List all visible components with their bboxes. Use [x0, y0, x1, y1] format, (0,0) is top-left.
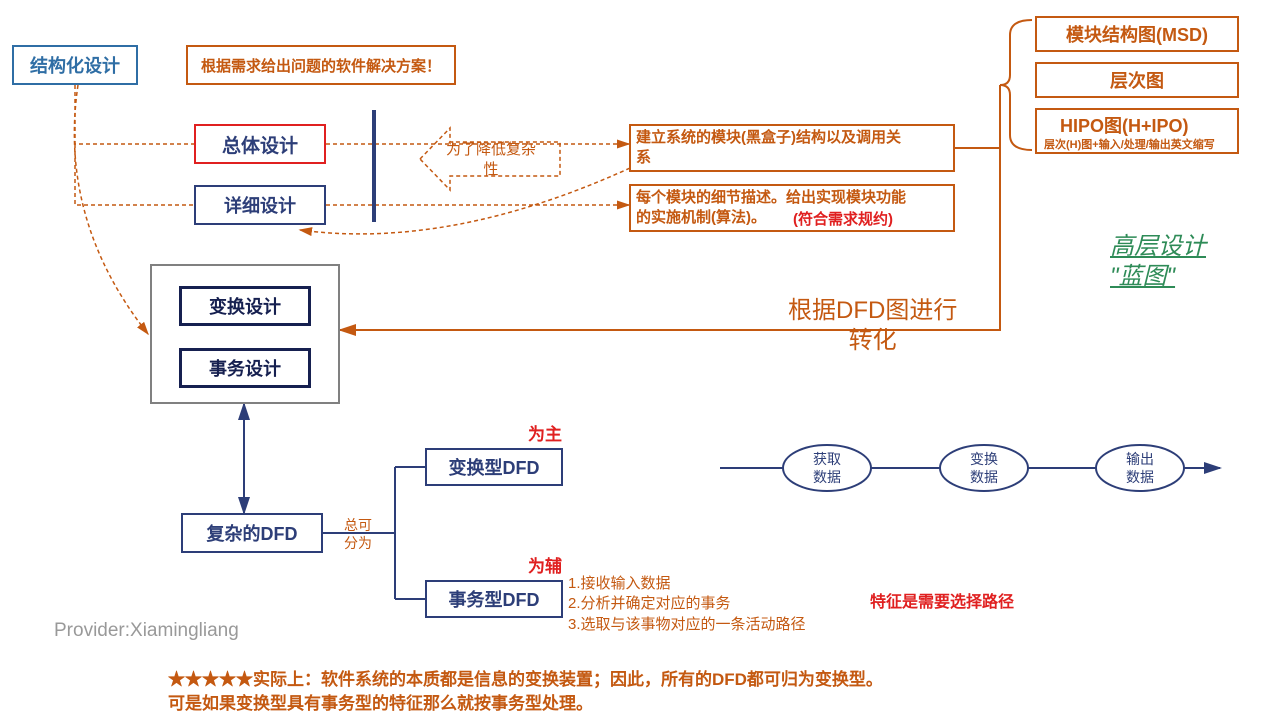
- node-overall-design: 总体设计: [194, 124, 326, 164]
- node-structured-design: 结构化设计: [12, 45, 138, 85]
- text-hipo-main: HIPO图(H+IPO): [1060, 112, 1189, 138]
- node-transaction-dfd: 事务型DFD: [425, 580, 563, 618]
- svg-text:输出: 输出: [1126, 452, 1154, 468]
- svg-text:数据: 数据: [813, 470, 841, 486]
- text-blueprint2: "蓝图": [1110, 256, 1175, 291]
- svg-text:数据: 数据: [970, 470, 998, 486]
- node-msd: 模块结构图(MSD): [1035, 16, 1239, 52]
- text-trans-steps: 1.接收输入数据 2.分析并确定对应的事务 3.选取与该事物对应的一条活动路径: [568, 574, 806, 635]
- node-detailed-design: 详细设计: [194, 185, 326, 225]
- svg-text:获取: 获取: [813, 452, 841, 468]
- text-feature: 特征是需要选择路径: [870, 588, 1014, 612]
- node-complex-dfd: 复杂的DFD: [181, 513, 323, 553]
- text-conclusion: ★★★★★实际上：软件系统的本质都是信息的变换装置；因此，所有的DFD都可归为变…: [168, 668, 883, 716]
- text-md-text2: (符合需求规约): [793, 208, 893, 229]
- svg-text:数据: 数据: [1126, 470, 1154, 486]
- text-provider: Provider:Xiamingliang: [54, 620, 239, 642]
- text-primary: 为主: [528, 420, 562, 445]
- node-transform-dfd: 变换型DFD: [425, 448, 563, 486]
- text-arrow-label: 为了降低复杂 性: [446, 140, 536, 181]
- svg-text:变换: 变换: [970, 451, 998, 468]
- text-ms-text: 建立系统的模块(黑盒子)结构以及调用关 系: [636, 128, 901, 169]
- node-transaction-design: 事务设计: [179, 348, 311, 388]
- node-solution-desc: 根据需求给出问题的软件解决方案！: [186, 45, 456, 85]
- text-secondary: 为辅: [528, 552, 562, 577]
- text-hipo-sub: 层次(H)图+输入/处理/输出英文缩写: [1044, 136, 1215, 152]
- node-transform-design: 变换设计: [179, 286, 311, 326]
- text-dfd-convert: 根据DFD图进行 转化: [788, 296, 957, 356]
- text-split-label: 总可 分为: [344, 516, 372, 552]
- node-hierarchy: 层次图: [1035, 62, 1239, 98]
